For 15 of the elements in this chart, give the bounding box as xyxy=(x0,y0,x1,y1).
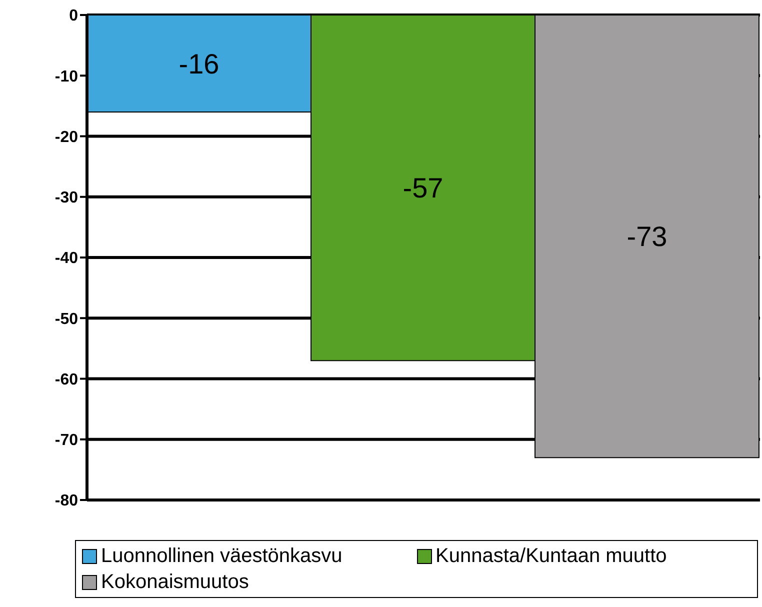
legend-label: Kunnasta/Kuntaan muutto xyxy=(436,544,667,569)
y-tick-label: -20 xyxy=(54,128,78,146)
y-tick-label: -80 xyxy=(54,492,78,510)
y-tick-label: -50 xyxy=(54,310,78,328)
y-tick-label: -60 xyxy=(54,371,78,388)
data-label: -73 xyxy=(626,221,668,252)
legend-label: Luonnollinen väestönkasvu xyxy=(101,544,342,569)
data-label: -16 xyxy=(178,48,220,80)
y-tick-label: -30 xyxy=(54,190,78,207)
y-tick-label: -70 xyxy=(54,432,78,450)
y-tick-label: -10 xyxy=(54,68,78,86)
legend-label: Kokonaismuutos xyxy=(101,570,249,595)
data-label: -57 xyxy=(402,172,444,204)
y-tick-label: 0 xyxy=(69,8,78,25)
y-tick-label: -40 xyxy=(54,250,78,268)
